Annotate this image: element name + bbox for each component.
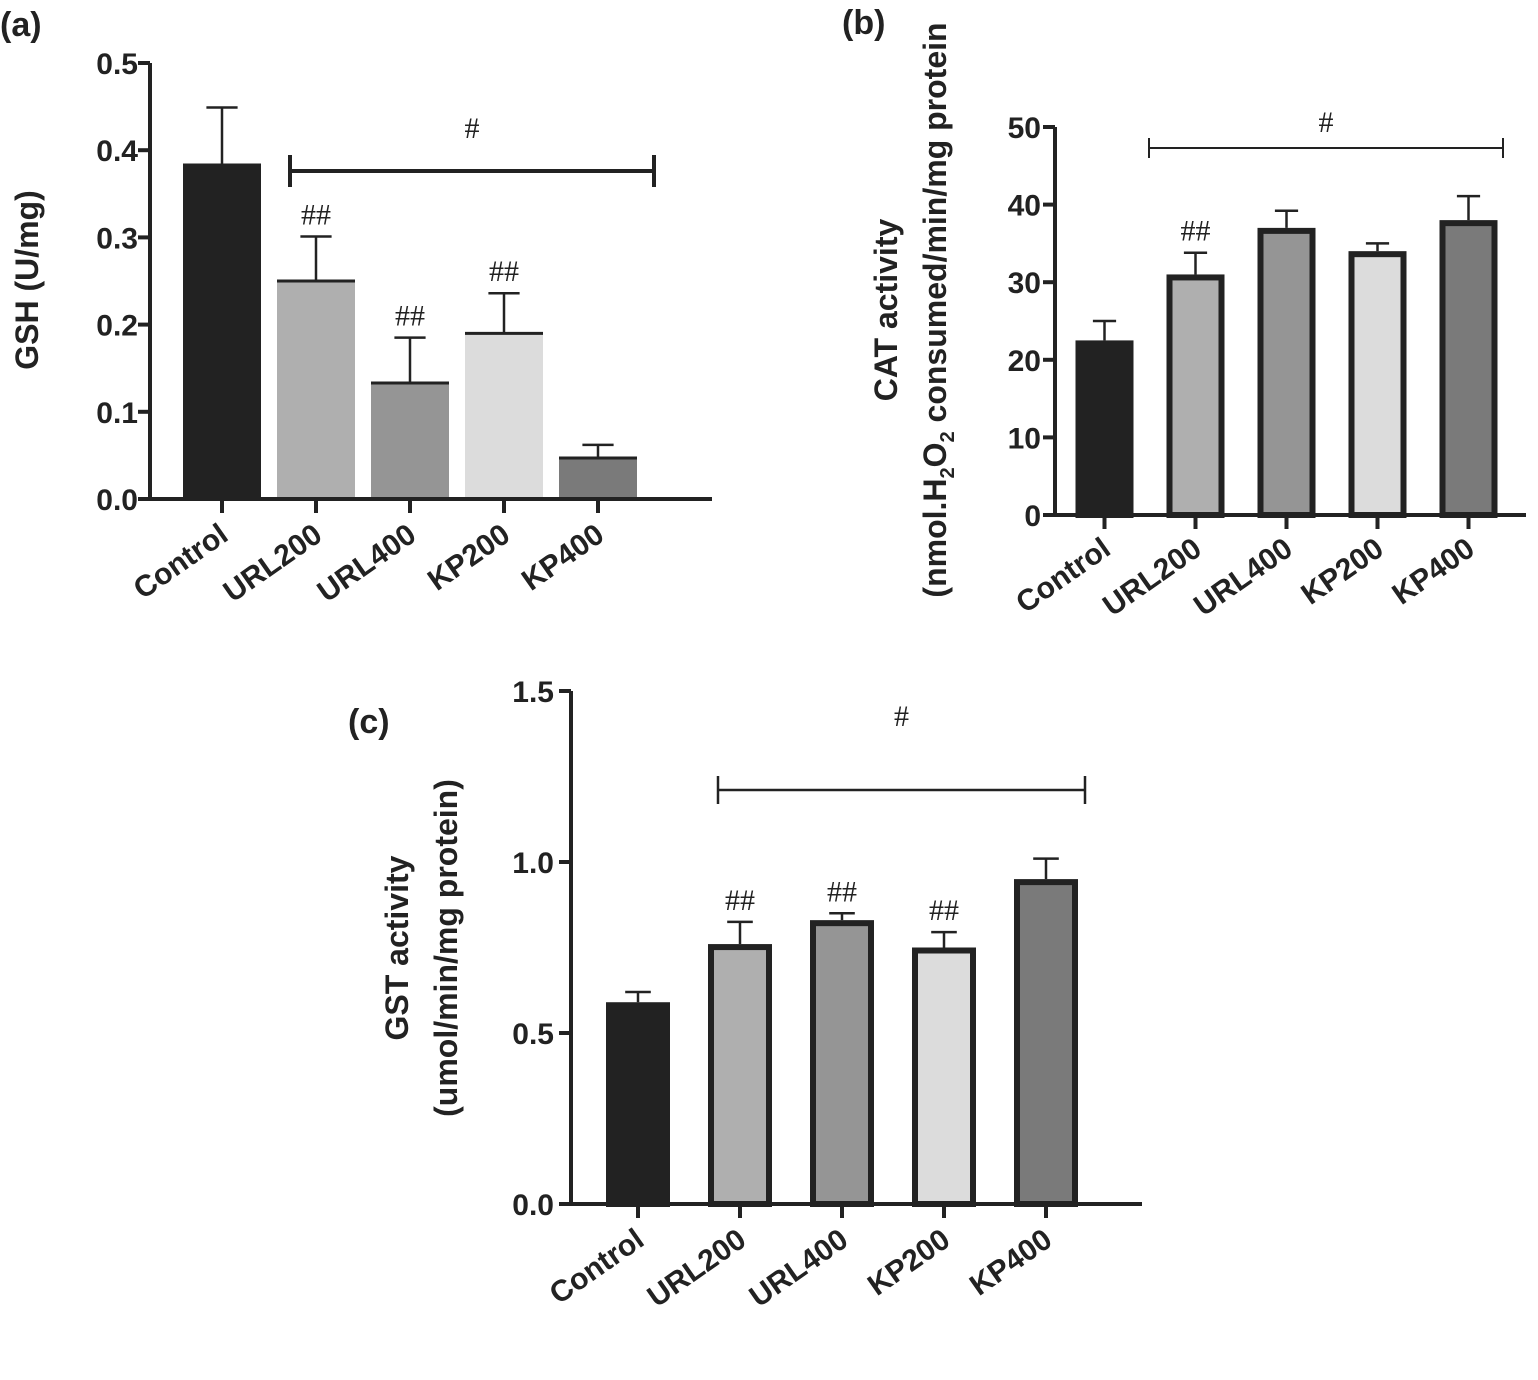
bar (912, 947, 976, 1207)
y-axis-title: GSH (U/mg) (9, 190, 45, 370)
bar (559, 458, 637, 499)
bar (371, 383, 449, 499)
bar-significance-label: ## (1181, 215, 1211, 248)
bar-significance-label: ## (395, 300, 425, 333)
bar (1166, 274, 1225, 518)
x-tick-label: URL400 (312, 518, 422, 609)
y-tick-label: 20 (1008, 345, 1041, 378)
y-axis-title: CAT activity (868, 219, 904, 402)
bar (1257, 227, 1316, 518)
bar-significance-label: ## (725, 884, 755, 917)
y-tick-label: 30 (1008, 267, 1041, 300)
bar-significance-label: ## (489, 255, 519, 288)
bar (277, 281, 355, 499)
bar-significance-label: ## (827, 875, 857, 908)
y-tick-label: 0.0 (96, 484, 138, 517)
y-tick-label: 1.5 (512, 676, 554, 709)
y-tick-label: 10 (1008, 422, 1041, 455)
bar-significance-label: ## (929, 894, 959, 927)
subscript: 2 (937, 431, 959, 442)
x-tick-label: URL400 (1188, 532, 1298, 623)
panel-a-gsh-chart: (a) ## ## ## 0.0 0.1 0.2 0.3 0.4 0.5 ControlURL200… (0, 6, 712, 609)
y-axis-title-units: (nmol.H2O2 consumed/min/mg protein (917, 22, 959, 597)
x-tick-label: KP200 (862, 1223, 956, 1303)
y-axis-title-part: consumed/min/mg protein (917, 22, 953, 431)
x-tick-label: KP400 (516, 518, 610, 598)
panel-label: (c) (348, 703, 390, 741)
bar (465, 333, 543, 499)
panel-label: (b) (842, 4, 885, 42)
x-tick-label: Control (1010, 532, 1116, 620)
bar (1439, 220, 1498, 518)
y-tick-label: 0.5 (512, 1018, 554, 1051)
y-tick-label: 0.4 (96, 135, 138, 168)
y-axis-title-units: (umol/min/mg protein) (428, 779, 464, 1117)
y-tick-label: 1.0 (512, 847, 554, 880)
x-tick-label: URL200 (642, 1223, 752, 1314)
y-tick-label: 0.5 (96, 48, 138, 81)
bar (1014, 879, 1078, 1207)
y-tick-label: 50 (1008, 112, 1041, 145)
significance-bracket-label: # (1319, 106, 1334, 139)
x-tick-label: KP400 (1386, 532, 1480, 612)
x-tick-label: Control (128, 518, 234, 606)
y-tick-label: 0.0 (512, 1189, 554, 1222)
x-tick-label: URL400 (744, 1223, 854, 1314)
bar-significance-label: ## (301, 199, 331, 232)
y-axis-title: GST activity (379, 855, 415, 1040)
x-tick-label: KP400 (964, 1223, 1058, 1303)
x-tick-label: Control (544, 1223, 650, 1311)
significance-bracket-label: # (894, 700, 909, 733)
x-tick-label: URL200 (218, 518, 328, 609)
panel-label: (a) (0, 6, 42, 44)
x-tick-label: KP200 (1295, 532, 1389, 612)
panel-c-gst-chart: (c) ## ## ## 0.0 0.5 1.0 1.5 ControlURL200URL400… (348, 676, 1142, 1314)
y-tick-label: 0 (1024, 500, 1041, 533)
y-axis-title-part: (nmol.H (917, 478, 953, 597)
y-tick-label: 0.2 (96, 310, 138, 343)
bar (810, 920, 874, 1207)
bar (708, 944, 772, 1208)
bar (1348, 251, 1407, 518)
y-axis-title-part: O (917, 442, 953, 467)
panel-b-cat-chart: (b) ## 0 10 20 30 40 50 ControlURL200URL400KP200… (842, 4, 1526, 623)
bar (1075, 340, 1134, 518)
x-tick-label: URL200 (1097, 532, 1207, 623)
y-tick-label: 0.3 (96, 222, 138, 255)
x-tick-label: KP200 (422, 518, 516, 598)
y-tick-label: 0.1 (96, 397, 138, 430)
subscript: 2 (937, 467, 959, 478)
bar (183, 165, 261, 500)
bar (606, 1002, 670, 1207)
significance-bracket-label: # (465, 112, 480, 145)
y-tick-label: 40 (1008, 190, 1041, 223)
